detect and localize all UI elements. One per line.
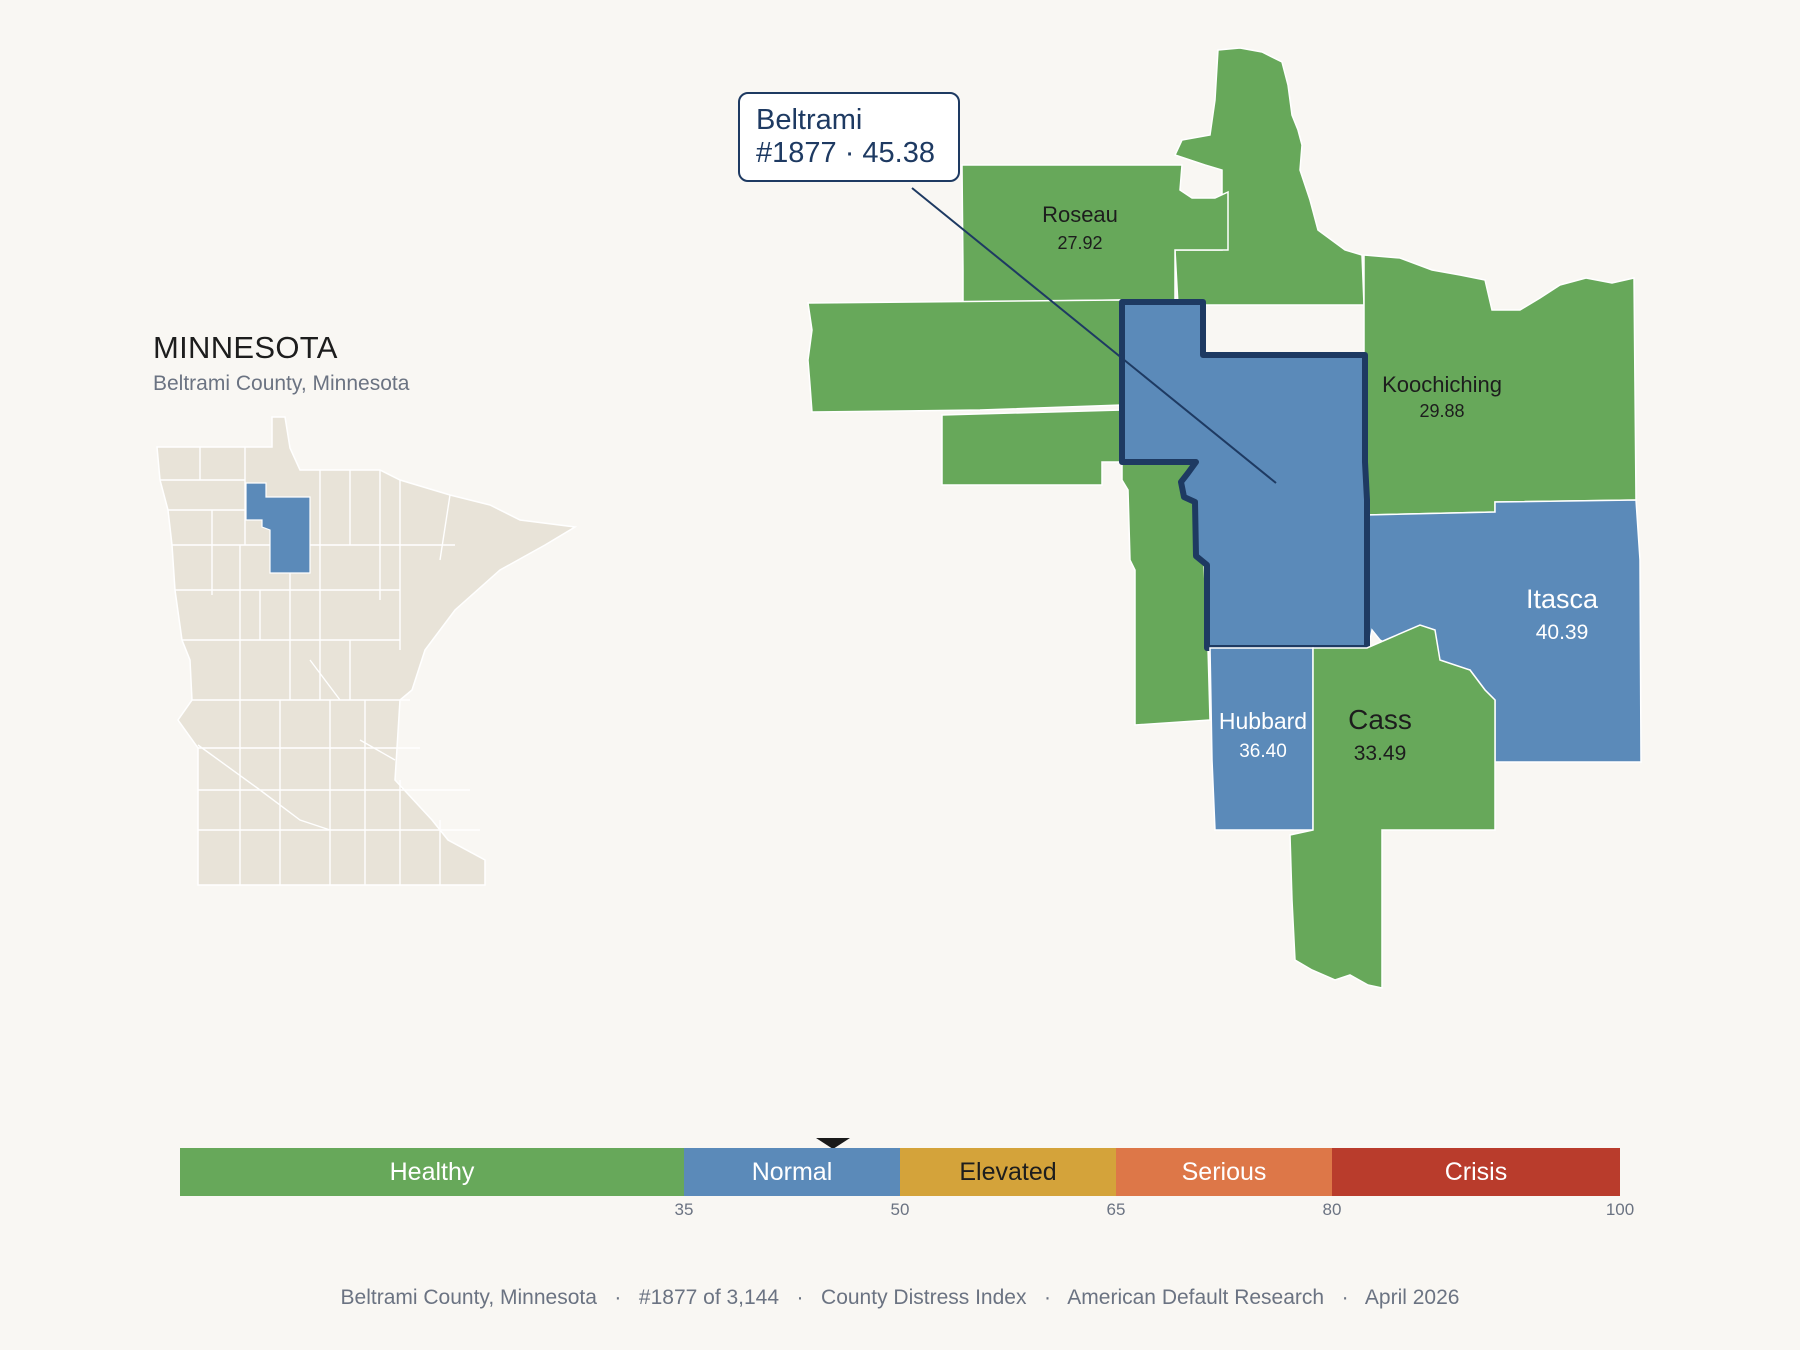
inset-title: MINNESOTA — [153, 330, 338, 365]
scale-tick-label: 80 — [1322, 1200, 1342, 1219]
scale-band-crisis: Crisis — [1332, 1148, 1620, 1196]
distress-scale: Healthy Normal Elevated Serious Crisis — [180, 1148, 1620, 1196]
scale-tick-label: 35 — [674, 1200, 694, 1219]
callout-leader-line — [911, 187, 1277, 484]
inset-county-lines — [160, 447, 480, 885]
county-shape-west[interactable] — [807, 299, 1123, 413]
label-cass-value: 33.49 — [1354, 742, 1407, 765]
scale-tick-label: 65 — [1106, 1200, 1126, 1219]
scale-tick-label: 100 — [1605, 1200, 1635, 1219]
callout-county-name: Beltrami — [756, 104, 863, 136]
inset-minnesota-shape — [156, 416, 578, 886]
label-hubbard-value: 36.40 — [1239, 741, 1287, 762]
scale-band-healthy: Healthy — [180, 1148, 684, 1196]
label-roseau-name: Roseau — [1042, 202, 1118, 227]
label-koochiching-name: Koochiching — [1382, 372, 1502, 397]
label-cass-name: Cass — [1348, 704, 1412, 735]
inset-state-map — [156, 416, 578, 886]
inset-beltrami-highlight — [245, 482, 311, 574]
label-itasca-value: 40.39 — [1536, 621, 1589, 644]
scale-band-normal: Normal — [684, 1148, 900, 1196]
score-marker-icon — [816, 1138, 851, 1149]
county-shape-hubbard[interactable] — [1209, 647, 1314, 831]
scale-tick-label: 50 — [890, 1200, 910, 1219]
label-roseau-value: 27.92 — [1057, 233, 1102, 253]
county-shape-north[interactable] — [1173, 47, 1365, 306]
beltrami-callout: Beltrami #1877 · 45.38 — [738, 92, 960, 182]
label-hubbard-name: Hubbard — [1219, 708, 1307, 734]
callout-rank-score: #1877 · 45.38 — [756, 137, 935, 169]
county-labels: Roseau 27.92 Koochiching 29.88 Itasca 40… — [1042, 202, 1599, 765]
label-itasca-name: Itasca — [1526, 584, 1599, 614]
scale-band-elevated: Elevated — [900, 1148, 1116, 1196]
county-shape-southwest[interactable] — [941, 409, 1123, 486]
county-shape-beltrami[interactable] — [1119, 299, 1370, 651]
footer-source: Beltrami County, Minnesota · #1877 of 3,… — [340, 1286, 1460, 1309]
scale-band-serious: Serious — [1116, 1148, 1332, 1196]
county-map — [807, 47, 1642, 989]
county-shape-cass[interactable] — [1289, 624, 1496, 989]
inset-subtitle: Beltrami County, Minnesota — [153, 372, 410, 395]
label-koochiching-value: 29.88 — [1419, 401, 1464, 421]
